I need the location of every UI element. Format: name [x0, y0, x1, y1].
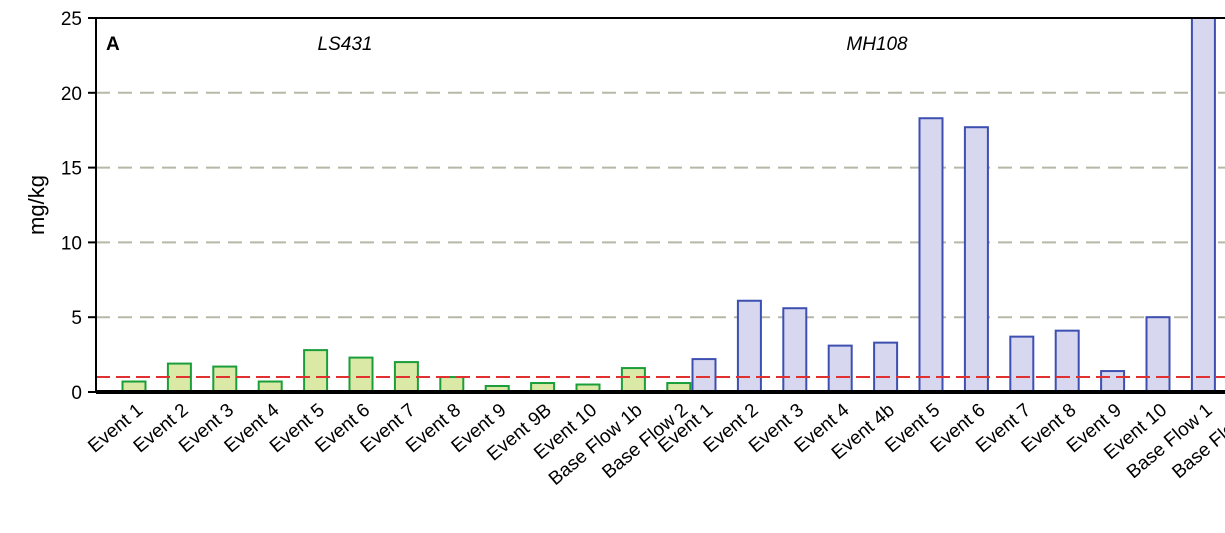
bar [304, 350, 327, 392]
bar [1147, 317, 1170, 392]
bar [1056, 331, 1079, 392]
bar [920, 118, 943, 392]
gridlines [96, 93, 1225, 317]
bar [738, 301, 761, 392]
group-label-mh108: MH108 [846, 34, 908, 55]
bar [965, 127, 988, 392]
bar [874, 343, 897, 392]
bar [783, 308, 806, 392]
group-label-ls431: LS431 [318, 34, 373, 55]
bar [350, 358, 373, 392]
bar [693, 359, 716, 392]
y-tick-label: 5 [71, 308, 82, 329]
bar [1101, 371, 1124, 392]
bar [622, 368, 645, 392]
bar [1010, 337, 1033, 392]
y-tick-label: 10 [61, 233, 82, 254]
y-tick-label: 15 [61, 159, 82, 180]
y-tick-label: 20 [61, 84, 82, 105]
bar [829, 346, 852, 392]
y-tick-labels: 0 5 10 15 20 25 [61, 9, 96, 404]
y-tick-label: 25 [61, 9, 82, 30]
bar [440, 377, 463, 392]
y-axis-label: mg/kg [24, 175, 49, 235]
bar [1192, 18, 1215, 392]
y-tick-label: 0 [71, 383, 82, 404]
bars [123, 18, 1225, 392]
bar [213, 367, 236, 392]
panel-label: A [106, 34, 120, 55]
